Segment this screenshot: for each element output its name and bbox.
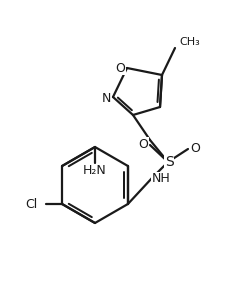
Text: O: O [138,137,148,151]
Text: O: O [190,142,200,155]
Text: O: O [115,61,125,75]
Text: H₂N: H₂N [83,164,107,177]
Text: S: S [165,155,173,169]
Text: N: N [101,93,111,106]
Text: CH₃: CH₃ [179,37,200,47]
Text: Cl: Cl [25,197,37,211]
Text: NH: NH [152,173,170,186]
